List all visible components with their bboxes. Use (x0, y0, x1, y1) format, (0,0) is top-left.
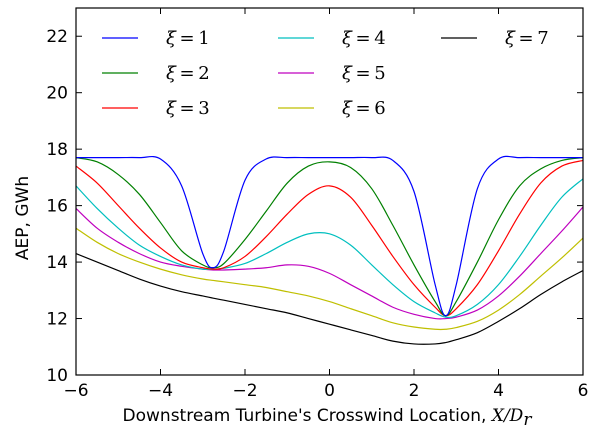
legend-entry-xi-1: ξ = 1 (166, 28, 210, 49)
x-tick-label: −4 (148, 381, 173, 401)
x-tick-label: 6 (578, 381, 589, 401)
legend-entry-xi-2: ξ = 2 (166, 63, 210, 84)
x-axis-label-math: X/D (490, 406, 524, 426)
series-line-xi-2 (75, 157, 584, 317)
legend: ξ = 1 ξ = 2 ξ = 3 ξ = 4 ξ = 5 ξ = 6 ξ = 7 (102, 28, 549, 119)
series-line-xi-7 (75, 253, 584, 345)
y-tick-label: 18 (46, 140, 68, 160)
legend-entry-xi-6: ξ = 6 (342, 98, 386, 119)
y-axis-label: AEP, GWh (13, 176, 33, 260)
x-tick-label: −6 (63, 381, 88, 401)
legend-entry-xi-3: ξ = 3 (166, 98, 210, 119)
y-tick-label: 14 (46, 253, 68, 273)
series-line-xi-6 (75, 227, 584, 331)
axis-ticks: −6 −4 −2 0 2 4 6 10 12 14 16 18 20 22 (46, 8, 588, 401)
x-axis-label: Downstream Turbine's Crosswind Location,… (123, 406, 533, 427)
x-tick-label: 4 (493, 381, 504, 401)
y-tick-label: 22 (46, 27, 68, 47)
y-tick-label: 12 (46, 310, 68, 330)
x-tick-label: 0 (324, 381, 335, 401)
y-tick-label: 20 (46, 84, 68, 104)
legend-entry-xi-5: ξ = 5 (342, 63, 386, 84)
series-line-xi-3 (75, 159, 584, 317)
y-tick-label: 10 (46, 366, 68, 386)
series-line-xi-1 (76, 155, 583, 317)
x-tick-label: −2 (232, 381, 257, 401)
series-group (75, 155, 584, 345)
y-tick-label: 16 (46, 197, 68, 217)
legend-entry-xi-7: ξ = 7 (505, 28, 549, 49)
plot-frame (75, 7, 584, 376)
series-line-xi-4 (75, 178, 584, 319)
x-axis-label-math-sub: r (523, 410, 532, 427)
x-tick-label: 2 (409, 381, 420, 401)
x-axis-label-text: Downstream Turbine's Crosswind Location, (123, 406, 492, 426)
series-line-xi-5 (75, 206, 584, 320)
legend-entry-xi-4: ξ = 4 (342, 28, 386, 49)
